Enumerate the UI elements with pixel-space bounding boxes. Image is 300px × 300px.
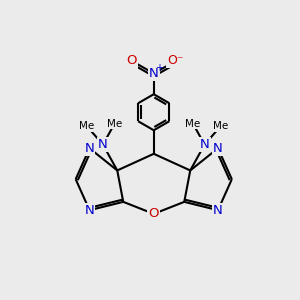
Text: N: N (200, 138, 209, 151)
Text: O: O (127, 54, 137, 68)
Text: O⁻: O⁻ (167, 54, 184, 68)
Text: N: N (149, 67, 159, 80)
Text: Me: Me (185, 119, 201, 129)
Text: +: + (155, 63, 163, 73)
Text: Me: Me (79, 121, 94, 131)
Text: N: N (213, 204, 223, 217)
Text: Me: Me (107, 119, 122, 129)
Text: O: O (148, 207, 159, 220)
Text: N: N (85, 204, 94, 217)
Text: N: N (213, 142, 223, 155)
Text: N: N (85, 142, 94, 155)
Text: Me: Me (213, 121, 228, 131)
Text: N: N (98, 138, 108, 151)
